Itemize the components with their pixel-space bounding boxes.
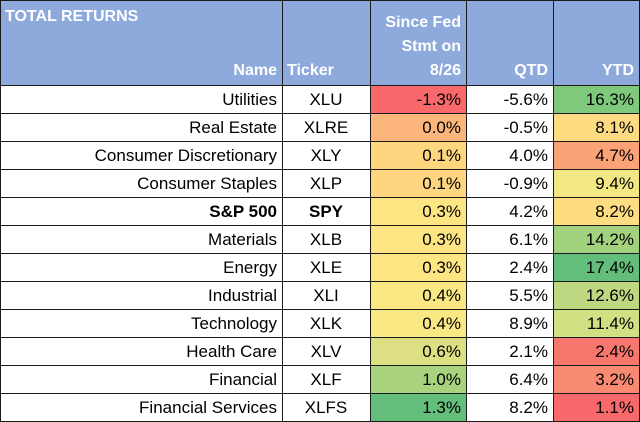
ticker-cell: XLI [282, 281, 371, 310]
since-fed-header-line-2: Stmt on [401, 38, 461, 55]
ytd-return-cell: 4.7% [553, 141, 640, 170]
ticker-cell: XLK [282, 309, 371, 338]
qtd-return-cell: 8.2% [466, 393, 554, 422]
ytd-return-cell: 16.3% [553, 85, 640, 114]
table-body: Utilities XLU -1.3% -5.6% 16.3% Real Estate XL… [0, 85, 640, 422]
ticker-cell: XLFS [282, 393, 371, 422]
table-row: S&P 500 SPY 0.3% 4.2% 8.2% [0, 197, 640, 226]
sector-name-cell: Financial Services [0, 393, 283, 422]
table-row: Utilities XLU -1.3% -5.6% 16.3% [0, 85, 640, 114]
sector-name-cell: Consumer Staples [0, 169, 283, 198]
qtd-return-cell: 5.5% [466, 281, 554, 310]
qtd-return-cell: 4.0% [466, 141, 554, 170]
sector-name-cell: Health Care [0, 337, 283, 366]
table-row: Consumer Staples XLP 0.1% -0.9% 9.4% [0, 169, 640, 198]
ticker-column-header: Ticker [282, 0, 371, 86]
sector-name-cell: S&P 500 [0, 197, 283, 226]
ticker-cell: XLRE [282, 113, 371, 142]
sector-name-cell: Utilities [0, 85, 283, 114]
qtd-return-cell: 2.1% [466, 337, 554, 366]
ticker-cell: XLU [282, 85, 371, 114]
sector-name-cell: Consumer Discretionary [0, 141, 283, 170]
sector-name-cell: Technology [0, 309, 283, 338]
ticker-cell: XLB [282, 225, 371, 254]
qtd-column-header: QTD [466, 0, 554, 86]
ytd-return-cell: 12.6% [553, 281, 640, 310]
since-fed-return-cell: 0.4% [370, 309, 467, 338]
sector-name-cell: Industrial [0, 281, 283, 310]
since-fed-return-cell: 0.3% [370, 225, 467, 254]
table-row: Industrial XLI 0.4% 5.5% 12.6% [0, 281, 640, 310]
qtd-return-cell: -5.6% [466, 85, 554, 114]
since-fed-return-cell: 0.1% [370, 169, 467, 198]
ytd-return-cell: 9.4% [553, 169, 640, 198]
table-row: Real Estate XLRE 0.0% -0.5% 8.1% [0, 113, 640, 142]
qtd-return-cell: 2.4% [466, 253, 554, 282]
ytd-return-cell: 17.4% [553, 253, 640, 282]
qtd-return-cell: 6.1% [466, 225, 554, 254]
table-row: Energy XLE 0.3% 2.4% 17.4% [0, 253, 640, 282]
since-fed-return-cell: 0.3% [370, 253, 467, 282]
since-fed-return-cell: 0.1% [370, 141, 467, 170]
table-row: Financial Services XLFS 1.3% 8.2% 1.1% [0, 393, 640, 422]
sector-name-cell: Materials [0, 225, 283, 254]
table-title: TOTAL RETURNS [5, 8, 139, 25]
name-column-label: Name [233, 62, 277, 79]
qtd-return-cell: -0.9% [466, 169, 554, 198]
ytd-return-cell: 11.4% [553, 309, 640, 338]
since-fed-column-header: Since Fed Stmt on 8/26 [370, 0, 467, 86]
table-row: Health Care XLV 0.6% 2.1% 2.4% [0, 337, 640, 366]
table-row: Technology XLK 0.4% 8.9% 11.4% [0, 309, 640, 338]
qtd-return-cell: -0.5% [466, 113, 554, 142]
ytd-column-header: YTD [553, 0, 640, 86]
ticker-cell: XLE [282, 253, 371, 282]
since-fed-header-line-1: Since Fed [385, 14, 461, 31]
since-fed-return-cell: 1.0% [370, 365, 467, 394]
ticker-cell: XLP [282, 169, 371, 198]
since-fed-return-cell: -1.3% [370, 85, 467, 114]
sector-name-cell: Real Estate [0, 113, 283, 142]
since-fed-return-cell: 0.0% [370, 113, 467, 142]
name-column-header: TOTAL RETURNS Name [0, 0, 283, 86]
qtd-return-cell: 8.9% [466, 309, 554, 338]
qtd-return-cell: 6.4% [466, 365, 554, 394]
ytd-return-cell: 3.2% [553, 365, 640, 394]
ticker-cell: XLF [282, 365, 371, 394]
table-row: Materials XLB 0.3% 6.1% 14.2% [0, 225, 640, 254]
ytd-return-cell: 8.2% [553, 197, 640, 226]
qtd-return-cell: 4.2% [466, 197, 554, 226]
ytd-return-cell: 14.2% [553, 225, 640, 254]
header-row: TOTAL RETURNS Name Ticker Since Fed Stmt… [0, 0, 640, 86]
since-fed-return-cell: 1.3% [370, 393, 467, 422]
ytd-return-cell: 8.1% [553, 113, 640, 142]
since-fed-return-cell: 0.4% [370, 281, 467, 310]
ticker-cell: XLY [282, 141, 371, 170]
since-fed-return-cell: 0.6% [370, 337, 467, 366]
ticker-cell: SPY [282, 197, 371, 226]
ytd-return-cell: 1.1% [553, 393, 640, 422]
sector-name-cell: Energy [0, 253, 283, 282]
since-fed-header-line-3: 8/26 [429, 62, 461, 79]
since-fed-return-cell: 0.3% [370, 197, 467, 226]
table-row: Consumer Discretionary XLY 0.1% 4.0% 4.7% [0, 141, 640, 170]
sector-name-cell: Financial [0, 365, 283, 394]
table-row: Financial XLF 1.0% 6.4% 3.2% [0, 365, 640, 394]
ticker-cell: XLV [282, 337, 371, 366]
ytd-return-cell: 2.4% [553, 337, 640, 366]
